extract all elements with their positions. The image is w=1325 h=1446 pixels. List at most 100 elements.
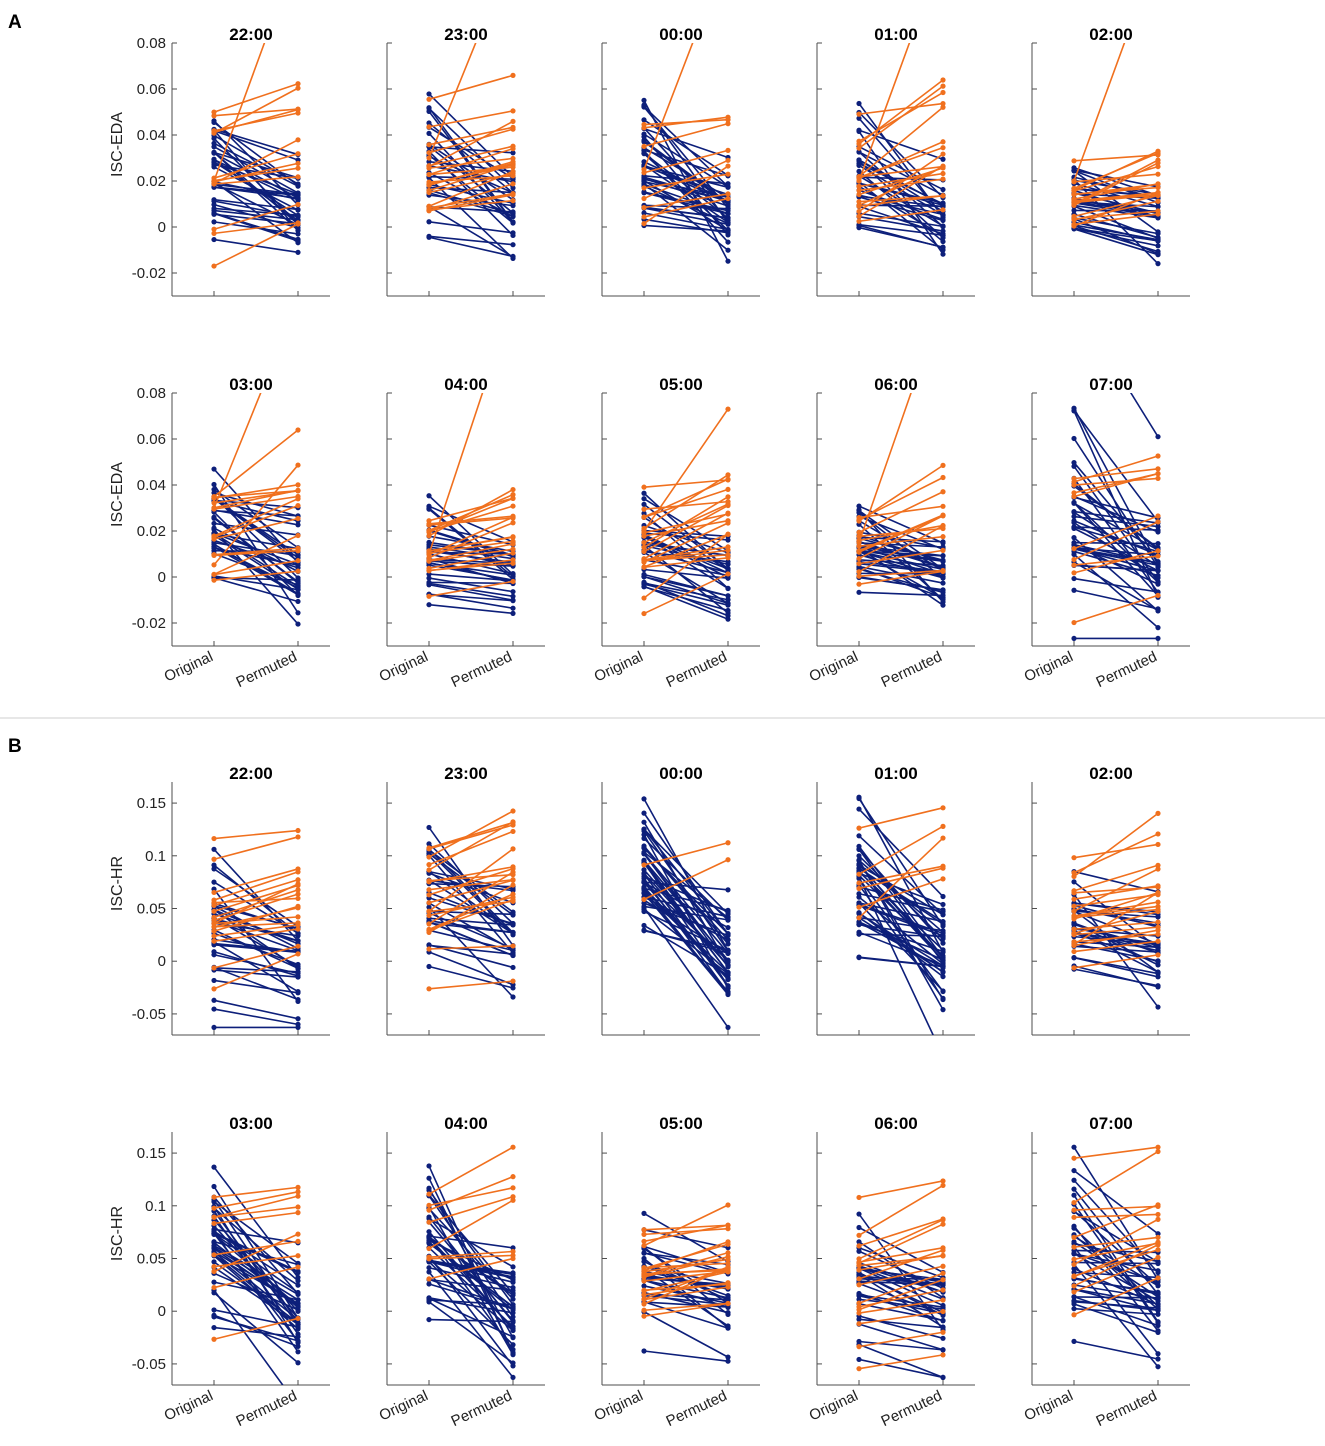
point-permuted xyxy=(295,961,301,968)
pair-line-decrease xyxy=(213,1292,299,1364)
pair-line-increase xyxy=(1073,1204,1159,1239)
point-permuted xyxy=(295,1403,300,1408)
panel-a-2300: 23:00 xyxy=(386,25,545,297)
panel-title: 06:00 xyxy=(874,375,917,394)
pair-line-increase xyxy=(428,393,484,555)
pair-line-increase xyxy=(858,535,944,547)
point-permuted xyxy=(940,251,946,257)
point-original xyxy=(1071,1266,1077,1272)
pair-line-increase xyxy=(858,106,944,178)
pair-line-increase xyxy=(1073,1256,1159,1293)
point-permuted xyxy=(1155,841,1161,848)
point-permuted xyxy=(725,1254,731,1260)
section-letter-a: A xyxy=(8,12,22,33)
point-permuted xyxy=(295,1334,301,1340)
point-permuted xyxy=(510,1304,516,1310)
point-original xyxy=(426,568,432,574)
panel-title: 02:00 xyxy=(1089,25,1132,44)
pair-line-increase xyxy=(428,128,514,154)
point-original xyxy=(856,1300,862,1306)
point-original xyxy=(211,835,217,842)
point-permuted xyxy=(940,1317,946,1324)
point-original xyxy=(1071,298,1076,303)
point-original xyxy=(211,481,217,488)
point-permuted xyxy=(1155,1203,1161,1209)
point-permuted xyxy=(1155,1260,1161,1267)
pair-line-decrease xyxy=(213,212,299,241)
point-original xyxy=(641,1250,647,1256)
point-permuted xyxy=(510,1174,516,1180)
pair-line-increase xyxy=(643,159,729,200)
pair-line-decrease xyxy=(1073,1296,1159,1299)
x-tick-label: Original xyxy=(162,648,216,685)
point-permuted xyxy=(1155,1247,1161,1253)
point-permuted xyxy=(510,159,516,165)
series-lines xyxy=(211,393,301,627)
point-permuted xyxy=(725,163,731,169)
pair-line-increase xyxy=(428,147,514,176)
pair-line-increase xyxy=(213,223,299,267)
pair-line-decrease xyxy=(643,798,729,952)
point-permuted xyxy=(940,217,946,224)
point-permuted xyxy=(295,951,301,957)
pair-line-increase xyxy=(858,1247,944,1263)
pair-line-decrease xyxy=(643,852,729,954)
point-permuted xyxy=(940,151,946,157)
point-original xyxy=(211,562,217,568)
point-original xyxy=(641,131,647,137)
point-original xyxy=(426,1163,432,1169)
point-permuted xyxy=(510,232,516,239)
point-original xyxy=(1071,619,1077,626)
point-permuted xyxy=(510,164,516,170)
y-tick-label: -0.02 xyxy=(132,615,166,632)
point-permuted xyxy=(725,258,731,264)
point-permuted xyxy=(725,559,731,565)
point-permuted xyxy=(940,489,946,495)
pair-line-increase xyxy=(1073,864,1159,892)
point-permuted xyxy=(725,1292,731,1299)
point-permuted xyxy=(510,846,516,852)
point-permuted xyxy=(940,893,946,900)
pair-line-increase xyxy=(428,522,514,559)
pair-line-decrease xyxy=(428,944,514,955)
point-permuted xyxy=(295,1238,301,1244)
point-original xyxy=(641,835,647,841)
point-original xyxy=(211,1314,217,1320)
point-original xyxy=(426,493,432,499)
point-original xyxy=(1071,198,1077,204)
point-permuted xyxy=(510,173,516,179)
pair-line-decrease xyxy=(213,146,299,194)
panel-a-0700: 07:00 Original Permuted xyxy=(1022,298,1190,691)
point-original xyxy=(856,573,862,579)
pair-line-increase xyxy=(213,883,299,925)
pair-line-increase xyxy=(428,1250,514,1258)
point-original xyxy=(856,183,862,189)
point-original xyxy=(211,862,217,868)
point-permuted xyxy=(725,963,731,969)
point-permuted xyxy=(1155,261,1161,267)
point-permuted xyxy=(1155,607,1161,614)
pair-line-decrease xyxy=(428,582,514,598)
point-original xyxy=(641,220,647,227)
series-lines xyxy=(426,43,516,262)
point-permuted xyxy=(940,1263,946,1269)
point-original xyxy=(211,949,217,955)
pair-line-decrease xyxy=(858,575,944,592)
point-original xyxy=(641,1274,647,1280)
point-permuted xyxy=(940,863,946,869)
point-permuted xyxy=(295,195,301,201)
point-original xyxy=(426,171,432,178)
pair-line-increase xyxy=(213,1240,299,1256)
point-original xyxy=(211,514,217,520)
x-tick-label: Permuted xyxy=(1094,1387,1160,1430)
pair-line-increase xyxy=(858,569,944,577)
pair-line-increase xyxy=(643,478,729,518)
point-permuted xyxy=(940,823,946,829)
pair-line-decrease xyxy=(643,218,729,234)
point-permuted xyxy=(295,427,301,433)
pair-line-increase xyxy=(643,504,729,553)
point-original xyxy=(211,965,217,971)
point-original xyxy=(426,105,432,112)
point-original xyxy=(856,1276,862,1282)
point-original xyxy=(856,843,862,849)
